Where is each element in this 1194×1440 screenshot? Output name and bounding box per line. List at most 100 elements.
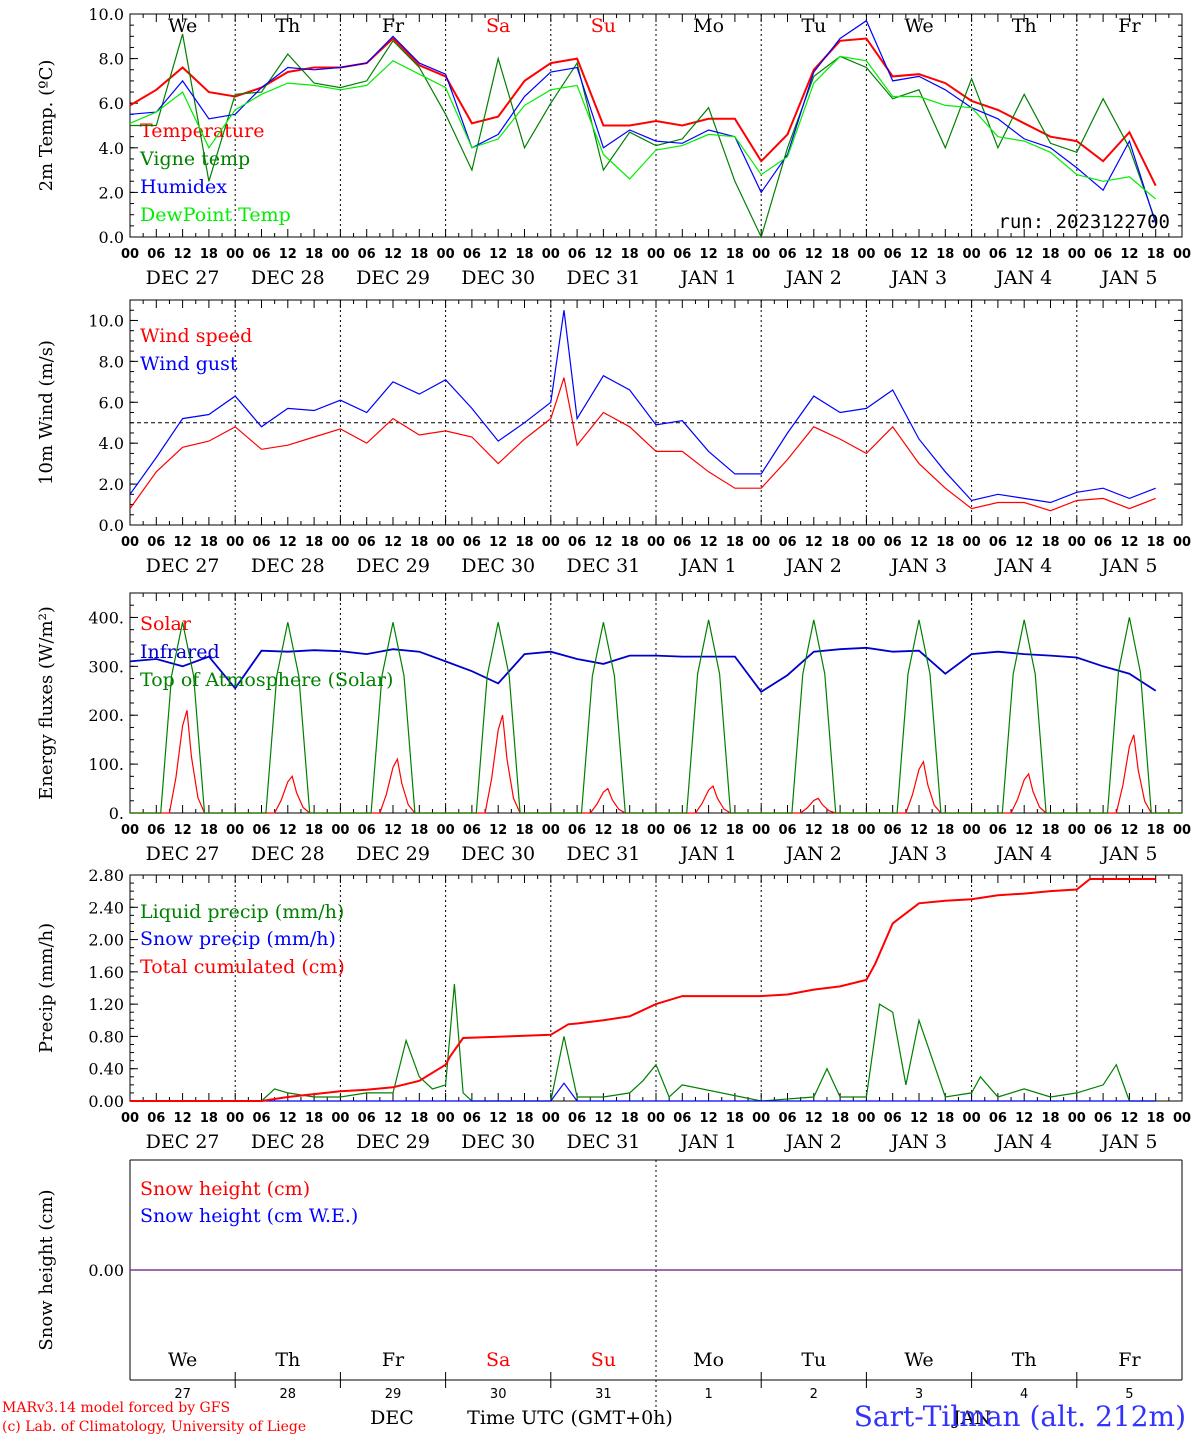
hour-tick-label: 12 [384, 247, 402, 262]
series-solar [130, 710, 1182, 814]
hour-tick-label: 00 [752, 247, 770, 262]
hour-tick-label: 06 [568, 1111, 586, 1126]
hour-tick-label: 12 [384, 823, 402, 838]
hour-tick-label: 18 [831, 535, 849, 550]
hour-tick-label: 00 [647, 1111, 665, 1126]
hour-tick-label: 06 [1094, 823, 1112, 838]
hour-tick-label: 06 [1094, 1111, 1112, 1126]
hour-tick-label: 06 [463, 1111, 481, 1126]
hour-tick-label: 18 [726, 823, 744, 838]
date-label: DEC 30 [461, 1131, 535, 1153]
hour-tick-label: 00 [857, 1111, 875, 1126]
hour-tick-label: 12 [384, 535, 402, 550]
hour-tick-label: 12 [174, 823, 192, 838]
hour-tick-label: 06 [147, 1111, 165, 1126]
day-number-label: 3 [915, 1387, 923, 1402]
hour-tick-label: 12 [594, 535, 612, 550]
hour-tick-label: 06 [673, 247, 691, 262]
hour-tick-label: 18 [726, 535, 744, 550]
day-number-label: 29 [385, 1387, 402, 1402]
hour-tick-label: 12 [174, 247, 192, 262]
legend-snow-precip-mm-h: Snow precip (mm/h) [140, 928, 336, 950]
hour-tick-label: 00 [647, 535, 665, 550]
hour-tick-label: 06 [1094, 535, 1112, 550]
hour-tick-label: 12 [805, 823, 823, 838]
hour-tick-label: 12 [279, 1111, 297, 1126]
hour-tick-label: 18 [200, 823, 218, 838]
weekday-label-top: Fr [1118, 15, 1141, 37]
hour-tick-label: 12 [279, 823, 297, 838]
legend-liquid-precip-mm-h: Liquid precip (mm/h) [140, 901, 344, 923]
hour-tick-label: 06 [252, 1111, 270, 1126]
legend-snow-height-cm: Snow height (cm) [140, 1178, 310, 1200]
hour-tick-label: 00 [752, 1111, 770, 1126]
y-tick-label: 2.0 [99, 183, 124, 202]
hour-tick-label: 00 [437, 823, 455, 838]
weekday-label-bottom: We [168, 1349, 197, 1371]
series-snow-precip-mm-h [130, 1082, 1156, 1102]
hour-tick-label: 06 [884, 1111, 902, 1126]
model-credit: MARv3.14 model forced by GFS [2, 1400, 231, 1416]
y-tick-label: 0.0 [99, 228, 124, 247]
y-tick-label: 4.0 [99, 434, 124, 453]
weekday-label-top: Fr [382, 15, 405, 37]
day-number-label: 1 [704, 1387, 712, 1402]
legend-total-cumulated-cm: Total cumulated (cm) [140, 956, 345, 978]
date-label: DEC 31 [566, 555, 640, 577]
hour-tick-label: 12 [700, 1111, 718, 1126]
hour-tick-label: 18 [1041, 1111, 1059, 1126]
weekday-label-bottom: Fr [1118, 1349, 1141, 1371]
hour-tick-label: 18 [831, 1111, 849, 1126]
weekday-label-top: Th [1012, 15, 1037, 37]
hour-tick-label: 06 [463, 823, 481, 838]
hour-tick-label: 18 [1147, 823, 1165, 838]
hour-tick-label: 12 [594, 247, 612, 262]
y-tick-label: 2.40 [88, 898, 124, 917]
date-label: DEC 30 [461, 555, 535, 577]
legend-snow-height-cm-w-e: Snow height (cm W.E.) [140, 1205, 358, 1227]
hour-tick-label: 12 [1015, 1111, 1033, 1126]
hour-tick-label: 06 [568, 535, 586, 550]
hour-tick-label: 00 [1068, 535, 1086, 550]
date-label: JAN 2 [784, 555, 842, 577]
hour-tick-label: 12 [1120, 535, 1138, 550]
hour-tick-label: 00 [226, 823, 244, 838]
hour-tick-label: 18 [200, 1111, 218, 1126]
y-axis-label: 10m Wind (m/s) [36, 340, 57, 485]
hour-tick-label: 12 [1015, 823, 1033, 838]
hour-tick-label: 12 [1120, 823, 1138, 838]
hour-tick-label: 18 [200, 535, 218, 550]
hour-tick-label: 06 [147, 823, 165, 838]
weekday-label-top: We [168, 15, 197, 37]
panel-1: 0.0 2.0 4.0 6.0 8.0 10.0 2m Temp. (ºC) Temperat… [36, 5, 1191, 289]
hour-tick-label: 18 [726, 247, 744, 262]
day-number-label: 2 [810, 1387, 818, 1402]
hour-tick-label: 06 [989, 1111, 1007, 1126]
y-tick-label: 0.0 [99, 516, 124, 535]
hour-tick-label: 00 [963, 247, 981, 262]
hour-tick-label: 18 [410, 1111, 428, 1126]
legend-vigne-temp: Vigne temp [139, 148, 250, 170]
day-number-label: 4 [1020, 1387, 1028, 1402]
hour-tick-label: 18 [1147, 247, 1165, 262]
hour-tick-label: 12 [279, 247, 297, 262]
hour-tick-label: 06 [252, 247, 270, 262]
y-tick-label: 100. [88, 755, 124, 774]
date-label: JAN 5 [1099, 843, 1157, 865]
hour-tick-label: 18 [936, 247, 954, 262]
hour-tick-label: 00 [331, 1111, 349, 1126]
hour-tick-label: 00 [437, 535, 455, 550]
hour-tick-label: 06 [568, 823, 586, 838]
weekday-label-top: Mo [693, 15, 724, 37]
hour-tick-label: 12 [174, 535, 192, 550]
hour-tick-label: 12 [594, 1111, 612, 1126]
hour-tick-label: 00 [226, 247, 244, 262]
date-label: JAN 4 [994, 1131, 1052, 1153]
date-label: DEC 31 [566, 267, 640, 289]
hour-tick-label: 18 [200, 247, 218, 262]
legend-humidex: Humidex [140, 176, 227, 198]
hour-tick-label: 00 [121, 1111, 139, 1126]
hour-tick-label: 06 [1094, 247, 1112, 262]
panel-5: 0.00 Snow height (cm) Snow height (cm) Snow… [36, 1159, 1183, 1410]
hour-tick-label: 12 [1120, 247, 1138, 262]
